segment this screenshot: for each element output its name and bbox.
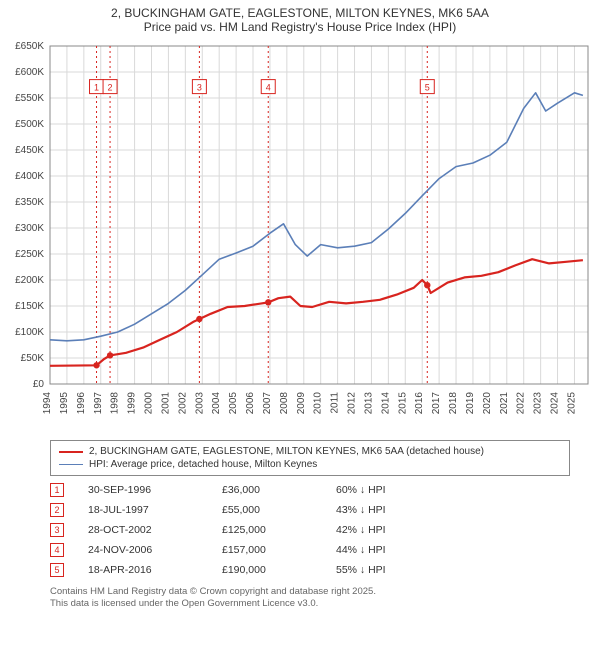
svg-text:1995: 1995	[59, 392, 70, 415]
svg-text:2007: 2007	[262, 392, 273, 415]
svg-text:1997: 1997	[93, 392, 104, 415]
svg-text:1: 1	[94, 83, 99, 93]
svg-text:2010: 2010	[313, 392, 324, 415]
sale-price: £157,000	[222, 544, 312, 556]
svg-text:5: 5	[425, 83, 430, 93]
sale-marker-icon: 1	[50, 483, 64, 497]
sale-pct: 42% ↓ HPI	[336, 524, 436, 536]
svg-text:2008: 2008	[279, 392, 290, 415]
sale-price: £125,000	[222, 524, 312, 536]
sale-price: £36,000	[222, 484, 312, 496]
svg-text:3: 3	[197, 83, 202, 93]
sale-marker-icon: 5	[50, 563, 64, 577]
svg-text:£600K: £600K	[15, 67, 44, 78]
svg-text:2018: 2018	[448, 392, 459, 415]
legend-item: HPI: Average price, detached house, Milt…	[59, 458, 561, 471]
svg-text:£650K: £650K	[15, 41, 44, 52]
legend-item: 2, BUCKINGHAM GATE, EAGLESTONE, MILTON K…	[59, 445, 561, 458]
sale-row: 5 18-APR-2016 £190,000 55% ↓ HPI	[50, 560, 570, 580]
sale-pct: 43% ↓ HPI	[336, 504, 436, 516]
svg-text:1999: 1999	[127, 392, 138, 415]
svg-text:£500K: £500K	[15, 119, 44, 130]
svg-text:4: 4	[266, 83, 271, 93]
svg-text:2004: 2004	[211, 392, 222, 415]
svg-text:2022: 2022	[516, 392, 527, 415]
svg-text:2021: 2021	[499, 392, 510, 415]
footer-line1: Contains HM Land Registry data © Crown c…	[50, 586, 570, 598]
legend: 2, BUCKINGHAM GATE, EAGLESTONE, MILTON K…	[50, 440, 570, 476]
legend-swatch	[59, 451, 83, 453]
sale-row: 4 24-NOV-2006 £157,000 44% ↓ HPI	[50, 540, 570, 560]
svg-text:£300K: £300K	[15, 223, 44, 234]
svg-text:£0: £0	[33, 379, 45, 390]
svg-text:£400K: £400K	[15, 171, 44, 182]
svg-text:£200K: £200K	[15, 275, 44, 286]
legend-swatch	[59, 464, 83, 465]
svg-text:2013: 2013	[363, 392, 374, 415]
sale-marker-icon: 4	[50, 543, 64, 557]
sale-date: 18-JUL-1997	[88, 504, 198, 516]
sale-pct: 55% ↓ HPI	[336, 564, 436, 576]
sales-table: 1 30-SEP-1996 £36,000 60% ↓ HPI 2 18-JUL-1997…	[50, 480, 570, 580]
svg-text:2003: 2003	[194, 392, 205, 415]
svg-text:£450K: £450K	[15, 145, 44, 156]
svg-text:2024: 2024	[550, 392, 561, 415]
svg-text:2023: 2023	[533, 392, 544, 415]
chart-title-line1: 2, BUCKINGHAM GATE, EAGLESTONE, MILTON K…	[0, 0, 600, 20]
svg-text:£150K: £150K	[15, 301, 44, 312]
chart-svg: £0 £50K £100K £150K £200K £250K £300K £350K £400…	[0, 38, 600, 434]
svg-text:2012: 2012	[347, 392, 358, 415]
svg-text:2011: 2011	[330, 392, 341, 414]
chart-area: £0 £50K £100K £150K £200K £250K £300K £350K £400…	[0, 38, 600, 434]
svg-text:2006: 2006	[245, 392, 256, 415]
svg-text:2014: 2014	[380, 392, 391, 415]
sale-date: 28-OCT-2002	[88, 524, 198, 536]
svg-text:2009: 2009	[296, 392, 307, 415]
sale-marker-icon: 2	[50, 503, 64, 517]
svg-text:2025: 2025	[566, 392, 577, 415]
svg-text:1994: 1994	[42, 392, 53, 415]
svg-text:2015: 2015	[397, 392, 408, 415]
legend-label: HPI: Average price, detached house, Milt…	[89, 459, 317, 470]
svg-text:2019: 2019	[465, 392, 476, 415]
svg-text:2002: 2002	[177, 392, 188, 415]
footer-line2: This data is licensed under the Open Gov…	[50, 598, 570, 610]
svg-text:2017: 2017	[431, 392, 442, 415]
svg-text:2000: 2000	[144, 392, 155, 415]
svg-text:1998: 1998	[110, 392, 121, 415]
footer-attribution: Contains HM Land Registry data © Crown c…	[50, 586, 570, 611]
svg-text:£50K: £50K	[21, 353, 45, 364]
sale-date: 18-APR-2016	[88, 564, 198, 576]
legend-label: 2, BUCKINGHAM GATE, EAGLESTONE, MILTON K…	[89, 446, 484, 457]
sale-price: £190,000	[222, 564, 312, 576]
sale-row: 2 18-JUL-1997 £55,000 43% ↓ HPI	[50, 500, 570, 520]
svg-text:£350K: £350K	[15, 197, 44, 208]
sale-row: 1 30-SEP-1996 £36,000 60% ↓ HPI	[50, 480, 570, 500]
sale-row: 3 28-OCT-2002 £125,000 42% ↓ HPI	[50, 520, 570, 540]
svg-text:1996: 1996	[76, 392, 87, 415]
svg-text:2: 2	[108, 83, 113, 93]
sale-pct: 60% ↓ HPI	[336, 484, 436, 496]
svg-text:2020: 2020	[482, 392, 493, 415]
sale-date: 30-SEP-1996	[88, 484, 198, 496]
sale-marker-icon: 3	[50, 523, 64, 537]
chart-title-line2: Price paid vs. HM Land Registry's House …	[0, 20, 600, 38]
sale-price: £55,000	[222, 504, 312, 516]
sale-pct: 44% ↓ HPI	[336, 544, 436, 556]
sale-date: 24-NOV-2006	[88, 544, 198, 556]
svg-text:2016: 2016	[414, 392, 425, 415]
svg-text:£100K: £100K	[15, 327, 44, 338]
svg-text:£250K: £250K	[15, 249, 44, 260]
svg-text:£550K: £550K	[15, 93, 44, 104]
svg-text:2005: 2005	[228, 392, 239, 415]
svg-text:2001: 2001	[160, 392, 171, 415]
